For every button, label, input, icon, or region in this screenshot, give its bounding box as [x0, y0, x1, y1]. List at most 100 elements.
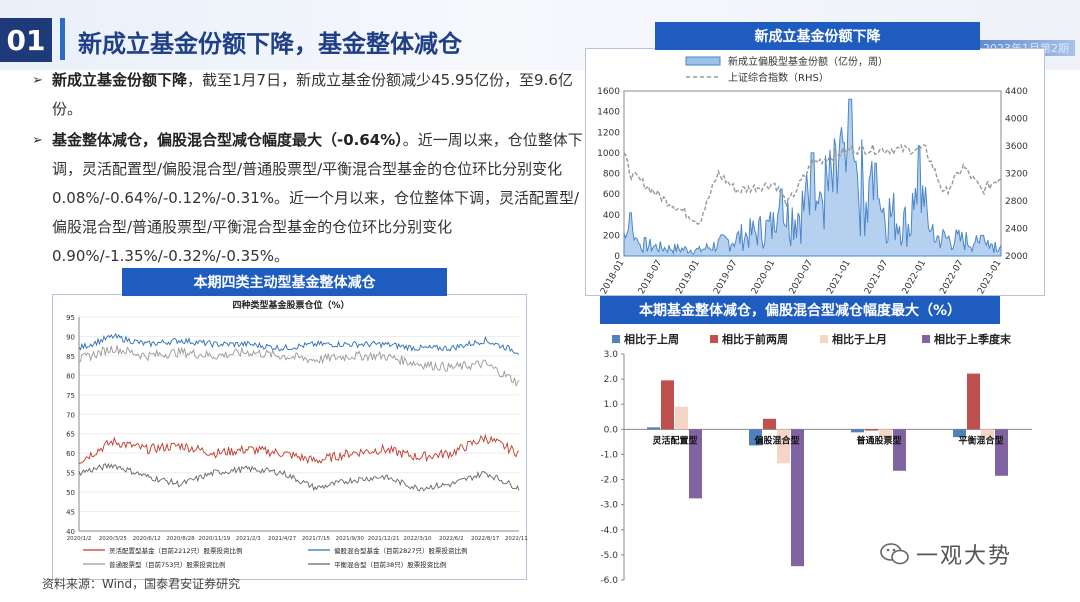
bar	[763, 418, 776, 430]
y2-tick-label: 2800	[1005, 197, 1028, 207]
y-tick-label: 75	[66, 392, 75, 400]
y-tick-label: 90	[66, 333, 75, 341]
y-tick-label: 400	[603, 211, 620, 221]
category-label: 灵活配置型	[651, 434, 697, 446]
y-tick-label: 800	[603, 170, 620, 180]
new-fund-panel: 新成立偏股型基金份额（亿份，周） 上证综合指数（RHS） 0 200 400 600 800…	[585, 48, 1045, 296]
series-new-fund-area	[623, 98, 1002, 257]
y2-tick-label: 4400	[1005, 87, 1028, 97]
x-tick-label: 2021/12/21	[368, 536, 400, 542]
legend-label: 相比于上季度末	[934, 332, 1012, 346]
bar	[689, 429, 702, 499]
y-tick-label: 1400	[597, 108, 620, 118]
new-fund-panel-title: 新成立基金份额下降	[655, 22, 980, 50]
y-tick-label: 70	[66, 411, 75, 419]
y-tick-label: 85	[66, 353, 75, 361]
section-number: 01	[0, 18, 52, 62]
y2-tick-label: 3600	[1005, 142, 1028, 152]
bar	[981, 429, 994, 439]
x-tick-label: 2021/2/3	[236, 536, 261, 542]
y-tick-label: 50	[66, 489, 75, 497]
legend-label: 相比于上周	[624, 332, 679, 346]
source-note: 资料来源：Wind，国泰君安证券研究	[42, 577, 241, 591]
position-panel: 四种类型基金股票仓位（%） 40 45 50 55 60 65 70 75 80 85 90 95 202…	[52, 294, 534, 580]
legend-label: 相比于上月	[832, 332, 887, 346]
y-tick-label: 1.0	[604, 400, 619, 410]
y-tick-label: 0	[614, 252, 620, 262]
y-tick-label: 60	[66, 450, 75, 458]
bar	[749, 429, 762, 446]
bullet-bold: 基金整体减仓，偏股混合型减仓幅度最大（-0.64%）	[52, 131, 403, 149]
y-tick-label: -2.0	[600, 476, 618, 486]
legend-swatch	[820, 335, 828, 343]
y-tick-label: 45	[66, 509, 75, 517]
x-tick-label: 2019-07	[712, 259, 739, 297]
y-tick-label: 1000	[597, 149, 620, 159]
page-title: 新成立基金份额下降，基金整体减仓	[78, 30, 462, 58]
watermark-text: 一观大势	[916, 544, 1013, 569]
y-tick-label: 95	[66, 314, 75, 322]
legend-label: 偏股混合型基金（目前2827只）股票投资比例	[334, 546, 468, 555]
legend-swatch-area	[685, 56, 721, 66]
y-tick-label: 0.0	[604, 425, 619, 435]
change-panel: 相比于上周 相比于前两周 相比于上月 相比于上季度末 3.0 2.0 1.0 0.0 -1.0 -…	[592, 322, 1052, 592]
bullet-text: 。近一周以来，仓位整体下调，灵活配置型/偏股混合型/普通股票型/平衡混合型基金的…	[52, 131, 583, 265]
bar	[879, 429, 892, 438]
y-tick-label: -4.0	[600, 526, 618, 536]
wechat-icon	[880, 543, 909, 565]
legend-label: 上证综合指数（RHS）	[728, 71, 829, 84]
bar	[661, 380, 674, 430]
legend-label: 普通股票型（目前753只）股票投资比例	[109, 560, 225, 569]
legend-label: 灵活配置型基金（目前2212只）股票投资比例	[109, 546, 243, 555]
bullet-bold: 新成立基金份额下降	[52, 71, 188, 89]
bullet-item: ➢ 新成立基金份额下降，截至1月7日，新成立基金份额减少45.95亿份，至9.6亿…	[32, 66, 592, 124]
new-fund-chart: 新成立偏股型基金份额（亿份，周） 上证综合指数（RHS） 0 200 400 600 800…	[597, 55, 1028, 297]
y-tick-label: -1.0	[600, 450, 618, 460]
bar	[791, 429, 804, 567]
y-tick-label: 2.0	[604, 375, 619, 385]
x-tick-label: 2020/3/25	[99, 536, 128, 542]
y-tick-label: 40	[66, 528, 75, 536]
x-tick-label: 2022-01	[901, 259, 928, 297]
x-tick-label: 2021-01	[825, 259, 852, 297]
y2-tick-label: 4000	[1005, 115, 1028, 125]
change-panel-title: 本期基金整体减仓，偏股混合型减仓幅度最大（%）	[600, 296, 1000, 324]
legend-swatch	[612, 335, 620, 343]
category-label: 偏股混合型	[754, 434, 799, 446]
y2-tick-label: 2000	[1005, 252, 1028, 262]
arrow-icon: ➢	[32, 73, 43, 88]
x-tick-label: 2022-07	[938, 259, 965, 297]
x-tick-label: 2018-07	[637, 259, 664, 297]
category-label: 平衡混合型	[958, 434, 1003, 446]
y2-tick-label: 3200	[1005, 170, 1028, 180]
y-tick-label: 200	[603, 231, 620, 241]
position-chart: 四种类型基金股票仓位（%） 40 45 50 55 60 65 70 75 80 85 90 95 202…	[66, 299, 534, 569]
bullet-text: ，截至1月7日，新成立基金份额减少45.95亿份，至9.6亿份。	[52, 71, 573, 118]
x-tick-label: 2019-01	[675, 259, 702, 297]
y-tick-label: 80	[66, 372, 75, 380]
bar	[647, 427, 660, 430]
category-label: 普通股票型	[856, 434, 901, 446]
x-tick-label: 2021/9/30	[336, 536, 365, 542]
series-line	[78, 462, 520, 492]
bullet-item: ➢ 基金整体减仓，偏股混合型减仓幅度最大（-0.64%）。近一周以来，仓位整体下调…	[32, 126, 592, 271]
series-line	[78, 333, 520, 355]
x-tick-label: 2022/11/8	[505, 536, 528, 542]
bar	[675, 406, 688, 430]
bar	[893, 429, 906, 471]
x-tick-label: 2018-01	[599, 259, 626, 297]
legend-label: 相比于前两周	[722, 332, 788, 346]
position-panel-title: 本期四类主动型基金整体减仓	[122, 268, 447, 296]
y-tick-label: -5.0	[600, 551, 618, 561]
bar	[995, 429, 1008, 476]
bar	[953, 429, 966, 438]
x-tick-label: 2020/8/28	[166, 536, 195, 542]
y-tick-label: -3.0	[600, 501, 618, 511]
bar	[851, 429, 864, 433]
y-tick-label: 1200	[597, 128, 620, 138]
chart-title: 四种类型基金股票仓位（%）	[232, 299, 349, 311]
legend-swatch	[922, 335, 930, 343]
x-tick-label: 2022/8/17	[471, 536, 500, 542]
series-index-line	[623, 143, 1002, 225]
x-tick-label: 2021/4/27	[268, 536, 297, 542]
